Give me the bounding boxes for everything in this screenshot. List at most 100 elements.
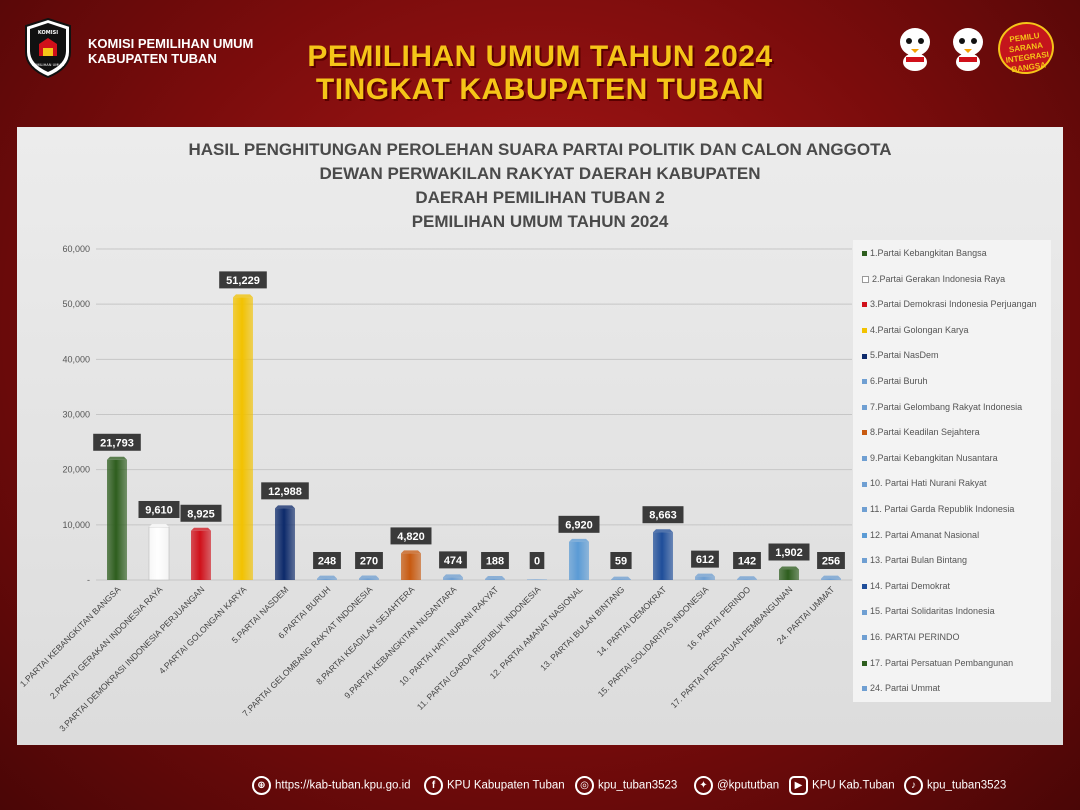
youtube-link[interactable]: KPU Kab.Tuban bbox=[812, 779, 895, 792]
header: KOMISI PEMILIHAN UMUM KOMISI PEMILIHAN U… bbox=[0, 0, 1080, 120]
website-link[interactable]: https://kab-tuban.kpu.go.id bbox=[275, 779, 411, 792]
footer-instagram[interactable]: ◎ kpu_tuban3523 bbox=[575, 776, 677, 795]
bar bbox=[233, 297, 253, 580]
legend-item: 8.Partai Keadilan Sejahtera bbox=[862, 427, 980, 437]
chart-title-line4: PEMILIHAN UMUM TAHUN 2024 bbox=[411, 212, 669, 231]
y-tick-label: 60,000 bbox=[62, 244, 90, 254]
bar-cap bbox=[569, 538, 589, 542]
footer-website[interactable]: ⊕ https://kab-tuban.kpu.go.id bbox=[252, 776, 411, 795]
legend-label: 17. Partai Persatuan Pembangunan bbox=[870, 657, 1014, 668]
globe-icon: ⊕ bbox=[252, 776, 271, 795]
legend-label: 9.Partai Kebangkitan Nusantara bbox=[870, 452, 998, 463]
data-label-box bbox=[558, 515, 600, 533]
instagram-link[interactable]: kpu_tuban3523 bbox=[598, 779, 678, 792]
facebook-link[interactable]: KPU Kabupaten Tuban bbox=[447, 779, 565, 792]
bar-cap bbox=[695, 573, 715, 577]
legend-label: 10. Partai Hati Nurani Rakyat bbox=[870, 478, 987, 489]
data-label-box bbox=[355, 552, 383, 569]
data-label: 12,988 bbox=[268, 486, 302, 498]
legend-item: 10. Partai Hati Nurani Rakyat bbox=[862, 478, 987, 488]
legend-item: 3.Partai Demokrasi Indonesia Perjuangan bbox=[862, 299, 1037, 309]
data-label: 248 bbox=[318, 556, 336, 568]
bar bbox=[821, 578, 841, 580]
data-label: 21,793 bbox=[100, 437, 134, 449]
x-tick-label: 3.PARTAI DEMOKRASI INDONESIA PERJUANGAN bbox=[57, 584, 206, 733]
legend-label: 24. Partai Ummat bbox=[870, 683, 941, 694]
data-label: 1,902 bbox=[775, 547, 803, 559]
twitter-icon: ✦ bbox=[694, 776, 713, 795]
data-label: 8,925 bbox=[187, 508, 215, 520]
data-label-box bbox=[138, 500, 180, 518]
twitter-link[interactable]: @kpututban bbox=[717, 779, 780, 792]
legend-label: 2.Partai Gerakan Indonesia Raya bbox=[872, 273, 1006, 284]
footer-youtube[interactable]: ▶ KPU Kab.Tuban bbox=[789, 776, 895, 795]
legend-label: 14. Partai Demokrat bbox=[870, 580, 951, 591]
chart-title-line3: DAERAH PEMILIHAN TUBAN 2 bbox=[415, 188, 665, 207]
bar bbox=[107, 459, 127, 580]
data-label-box bbox=[390, 527, 432, 545]
data-label: 0 bbox=[534, 556, 540, 568]
data-label-box bbox=[261, 482, 309, 500]
footer-facebook[interactable]: f KPU Kabupaten Tuban bbox=[424, 776, 565, 795]
legend-label: 12. Partai Amanat Nasional bbox=[870, 529, 980, 540]
legend-item: 14. Partai Demokrat bbox=[862, 581, 950, 591]
legend-swatch bbox=[862, 481, 867, 487]
bar-cap bbox=[611, 576, 631, 580]
chart-title-line2: DEWAN PERWAKILAN RAKYAT DAERAH KABUPATEN bbox=[319, 164, 761, 183]
bar bbox=[611, 579, 631, 580]
footer-twitter[interactable]: ✦ @kpututban bbox=[694, 776, 779, 795]
data-label-box bbox=[691, 550, 719, 568]
bar-cap bbox=[443, 574, 463, 578]
legend-item: 15. Partai Solidaritas Indonesia bbox=[862, 606, 995, 616]
data-label: 59 bbox=[615, 556, 627, 568]
data-label-box bbox=[642, 506, 684, 524]
footer-tiktok[interactable]: ♪ kpu_tuban3523 bbox=[904, 776, 1006, 795]
bar bbox=[779, 569, 799, 580]
data-label: 51,229 bbox=[226, 275, 260, 287]
data-label: 270 bbox=[360, 556, 378, 568]
legend-swatch bbox=[862, 635, 867, 641]
logo-text-bottom: PEMILIHAN UMUM bbox=[32, 63, 64, 67]
bar bbox=[148, 526, 170, 581]
data-label: 188 bbox=[486, 556, 504, 568]
legend-swatch bbox=[862, 507, 867, 513]
data-label: 4,820 bbox=[397, 531, 425, 543]
legend-label: 8.Partai Keadilan Sejahtera bbox=[870, 427, 980, 438]
data-label: 142 bbox=[738, 556, 756, 568]
legend-swatch bbox=[862, 251, 867, 257]
chart-panel: HASIL PENGHITUNGAN PEROLEHAN SUARA PARTA… bbox=[17, 127, 1063, 745]
main-title-line1: PEMILIHAN UMUM TAHUN 2024 bbox=[307, 40, 773, 73]
bar bbox=[401, 553, 421, 580]
legend-item: 1.Partai Kebangkitan Bangsa bbox=[862, 248, 987, 258]
data-label-box bbox=[817, 552, 845, 569]
y-tick-label: 20,000 bbox=[62, 465, 90, 475]
data-label-box bbox=[733, 552, 761, 569]
legend-label: 16. PARTAI PERINDO bbox=[870, 632, 960, 642]
legend-swatch bbox=[862, 558, 867, 564]
data-label-box bbox=[93, 433, 141, 451]
chart-legend: 1.Partai Kebangkitan Bangsa 2.Partai Gera… bbox=[853, 240, 1051, 702]
logo-text-top: KOMISI bbox=[38, 30, 58, 36]
tiktok-link[interactable]: kpu_tuban3523 bbox=[927, 779, 1007, 792]
legend-item: 24. Partai Ummat bbox=[862, 683, 940, 693]
mascot-icon bbox=[953, 28, 983, 71]
legend-item: 17. Partai Persatuan Pembangunan bbox=[862, 658, 1013, 668]
tiktok-icon: ♪ bbox=[904, 776, 923, 795]
bar-cap bbox=[317, 575, 337, 579]
y-tick-label: 30,000 bbox=[62, 410, 90, 420]
legend-item: 4.Partai Golongan Karya bbox=[862, 325, 969, 335]
kpu-logo-icon: KOMISI PEMILIHAN UMUM bbox=[25, 18, 71, 78]
data-label: 8,663 bbox=[649, 510, 677, 522]
data-label: 6,920 bbox=[565, 519, 593, 531]
legend-label: 4.Partai Golongan Karya bbox=[870, 324, 969, 335]
org-name: KOMISI PEMILIHAN UMUM KABUPATEN TUBAN bbox=[88, 36, 253, 66]
data-label-box bbox=[180, 504, 222, 522]
data-label: 612 bbox=[696, 554, 714, 566]
bar-cap bbox=[359, 575, 379, 579]
y-tick-label: 10,000 bbox=[62, 520, 90, 530]
bar bbox=[317, 578, 337, 580]
footer: ⊕ https://kab-tuban.kpu.go.id f KPU Kabupa… bbox=[0, 760, 1080, 810]
bar bbox=[737, 579, 757, 580]
x-tick-label: 14. PARTAI DEMOKRAT bbox=[595, 584, 669, 658]
bar bbox=[695, 576, 715, 580]
